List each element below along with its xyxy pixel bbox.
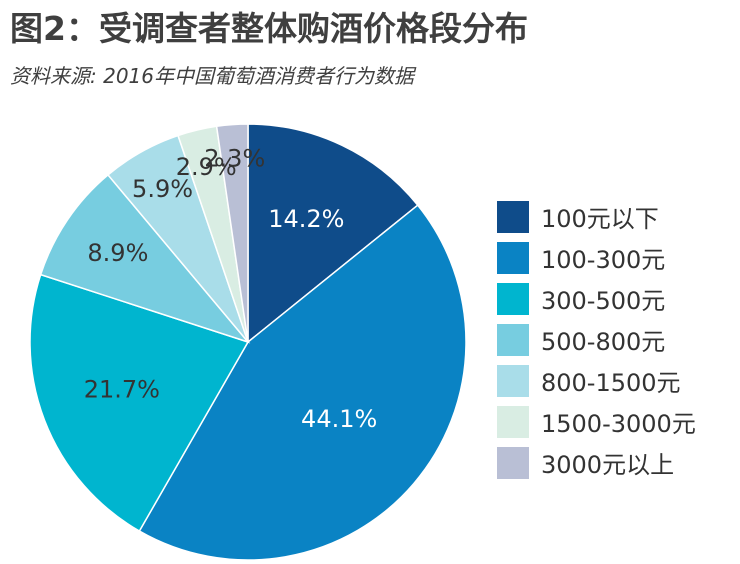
slice-label-4: 8.9% [87,239,148,267]
legend-swatch [497,446,529,479]
slice-label-5: 5.9% [132,175,193,203]
legend-label: 3000元以上 [541,451,675,479]
legend-item-3: 300-500元 [497,278,696,319]
chart-legend: 100元以下 100-300元 300-500元 500-800元 800-1500元 1… [497,196,696,483]
legend-swatch [497,282,529,315]
chart-title: 图2：受调查者整体购酒价格段分布 [10,9,528,48]
legend-label: 1500-3000元 [541,410,696,438]
legend-item-2: 100-300元 [497,237,696,278]
legend-swatch [497,405,529,438]
legend-item-5: 800-1500元 [497,360,696,401]
chart-subtitle: 资料来源: 2016年中国葡萄酒消费者行为数据 [10,64,414,88]
legend-item-6: 1500-3000元 [497,401,696,442]
slice-label-6: 2.9% [176,153,237,181]
legend-label: 300-500元 [541,287,666,315]
legend-item-1: 100元以下 [497,196,696,237]
pie-slice-3 [29,273,250,533]
pie-slice-4 [39,173,251,344]
legend-swatch [497,241,529,274]
pie-slice-1 [247,123,419,344]
slice-label-1: 14.2% [268,205,344,233]
legend-swatch [497,200,529,233]
legend-item-4: 500-800元 [497,319,696,360]
legend-label: 100-300元 [541,246,666,274]
slice-label-2: 44.1% [301,405,377,433]
legend-label: 100元以下 [541,205,659,233]
pie-slice-7 [215,123,249,343]
slice-label-7: 2.3% [204,144,265,172]
legend-item-7: 3000元以上 [497,442,696,483]
legend-swatch [497,364,529,397]
legend-swatch [497,323,529,356]
legend-label: 500-800元 [541,328,666,356]
legend-label: 800-1500元 [541,369,681,397]
pie-slice-2 [138,204,467,561]
slice-label-3: 21.7% [84,376,160,404]
